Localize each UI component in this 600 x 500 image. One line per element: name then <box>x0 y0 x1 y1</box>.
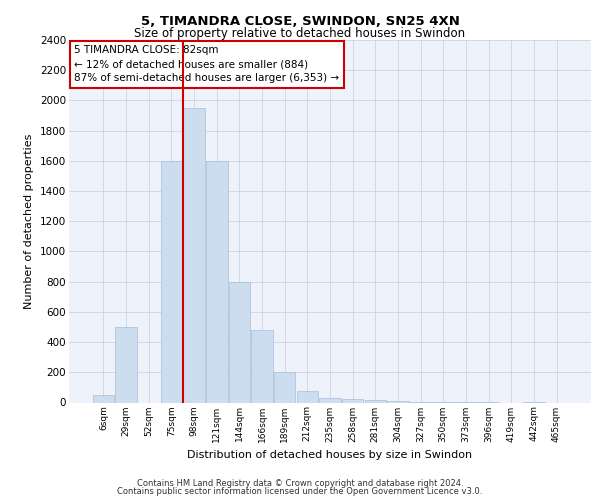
Text: 5 TIMANDRA CLOSE: 82sqm
← 12% of detached houses are smaller (884)
87% of semi-d: 5 TIMANDRA CLOSE: 82sqm ← 12% of detache… <box>74 46 340 84</box>
Text: 5, TIMANDRA CLOSE, SWINDON, SN25 4XN: 5, TIMANDRA CLOSE, SWINDON, SN25 4XN <box>140 15 460 28</box>
Bar <box>296 391 318 402</box>
Y-axis label: Number of detached properties: Number of detached properties <box>25 134 34 309</box>
Bar <box>342 400 364 402</box>
Bar <box>274 372 295 402</box>
Text: Contains HM Land Registry data © Crown copyright and database right 2024.: Contains HM Land Registry data © Crown c… <box>137 478 463 488</box>
Bar <box>229 282 250 403</box>
Bar <box>206 161 227 402</box>
Bar <box>365 400 386 402</box>
Bar <box>251 330 273 402</box>
Bar <box>115 327 137 402</box>
Bar <box>184 108 205 403</box>
Bar <box>161 161 182 402</box>
Text: Contains public sector information licensed under the Open Government Licence v3: Contains public sector information licen… <box>118 487 482 496</box>
Bar <box>319 398 341 402</box>
Text: Size of property relative to detached houses in Swindon: Size of property relative to detached ho… <box>134 27 466 40</box>
Bar <box>93 395 114 402</box>
X-axis label: Distribution of detached houses by size in Swindon: Distribution of detached houses by size … <box>187 450 473 460</box>
